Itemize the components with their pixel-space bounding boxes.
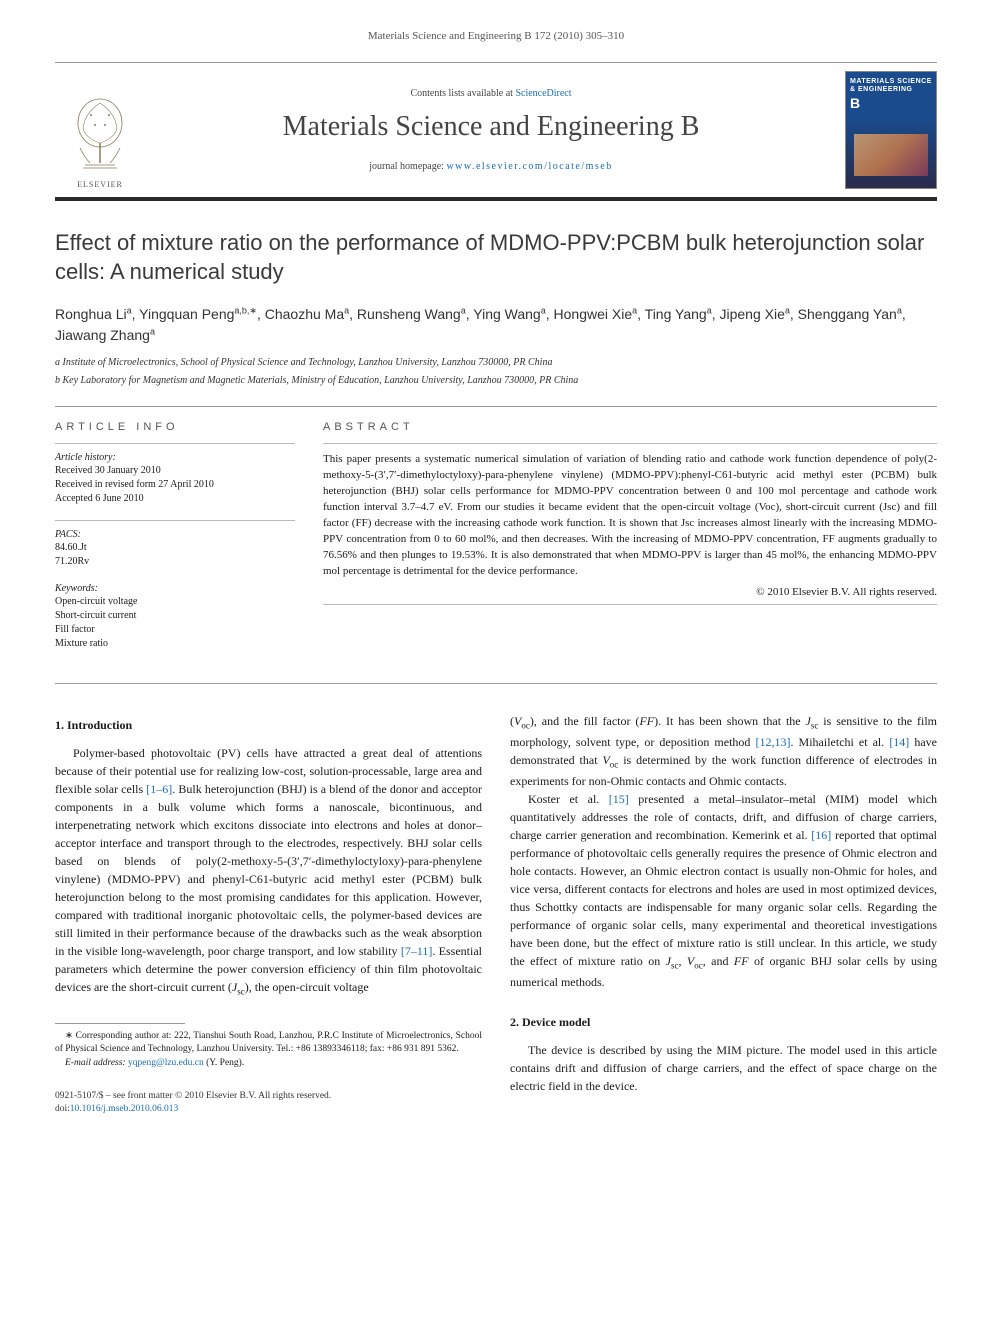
- journal-name: Materials Science and Engineering B: [283, 111, 700, 143]
- section-divider: [55, 683, 937, 684]
- keyword-4: Mixture ratio: [55, 637, 295, 651]
- abstract-text: This paper presents a systematic numeric…: [323, 452, 937, 580]
- cover-graphic: [854, 134, 928, 176]
- pacs-label: PACS:: [55, 529, 295, 540]
- section-2-heading: 2. Device model: [510, 1013, 937, 1031]
- sciencedirect-link[interactable]: ScienceDirect: [515, 88, 571, 99]
- footnote-separator: [55, 1023, 185, 1024]
- info-rule: [323, 443, 937, 444]
- publisher-name: ELSEVIER: [65, 180, 135, 189]
- intro-paragraph-1: Polymer-based photovoltaic (PV) cells ha…: [55, 744, 482, 999]
- homepage-url[interactable]: www.elsevier.com/locate/mseb: [446, 161, 612, 172]
- author-list: Ronghua Lia, Yingquan Penga,b,∗, Chaozhu…: [55, 304, 937, 346]
- doi-link[interactable]: 10.1016/j.mseb.2010.06.013: [70, 1104, 178, 1114]
- body-column-right: (Voc), and the fill factor (FF). It has …: [510, 712, 937, 1116]
- section-1-heading: 1. Introduction: [55, 716, 482, 734]
- corresponding-author-footnote: ∗ Corresponding author at: 222, Tianshui…: [55, 1030, 482, 1057]
- abstract-heading: ABSTRACT: [323, 421, 937, 433]
- email-address[interactable]: yqpeng@lzu.edu.cn: [128, 1058, 204, 1068]
- keywords-label: Keywords:: [55, 583, 295, 594]
- homepage-label: journal homepage:: [369, 161, 446, 172]
- affiliation-b: b Key Laboratory for Magnetism and Magne…: [55, 374, 937, 388]
- section-divider: [55, 406, 937, 407]
- info-rule: [55, 443, 295, 444]
- cover-series-letter: B: [846, 95, 936, 111]
- intro-paragraph-3: Koster et al. [15] presented a metal–ins…: [510, 790, 937, 991]
- pacs-1: 84.60.Jt: [55, 541, 295, 555]
- email-label: E-mail address:: [65, 1058, 128, 1068]
- email-who: (Y. Peng).: [204, 1058, 244, 1068]
- history-line-3: Accepted 6 June 2010: [55, 492, 295, 506]
- email-footnote: E-mail address: yqpeng@lzu.edu.cn (Y. Pe…: [55, 1057, 482, 1070]
- keyword-1: Open-circuit voltage: [55, 595, 295, 609]
- footer-block: 0921-5107/$ – see front matter © 2010 El…: [55, 1090, 482, 1117]
- cover-title: MATERIALS SCIENCE & ENGINEERING: [846, 72, 936, 95]
- keyword-2: Short-circuit current: [55, 609, 295, 623]
- doi-label: doi:: [55, 1104, 70, 1114]
- running-header: Materials Science and Engineering B 172 …: [55, 30, 937, 42]
- elsevier-tree-icon: [65, 93, 135, 178]
- article-info-heading: ARTICLE INFO: [55, 421, 295, 433]
- contents-prefix: Contents lists available at: [410, 88, 515, 99]
- info-rule: [55, 520, 295, 521]
- contents-available-line: Contents lists available at ScienceDirec…: [410, 88, 571, 99]
- history-label: Article history:: [55, 452, 295, 463]
- abstract-column: ABSTRACT This paper presents a systemati…: [323, 421, 937, 665]
- body-column-left: 1. Introduction Polymer-based photovolta…: [55, 712, 482, 1116]
- device-model-paragraph: The device is described by using the MIM…: [510, 1041, 937, 1095]
- body-two-column: 1. Introduction Polymer-based photovolta…: [55, 712, 937, 1116]
- journal-cover-thumbnail: MATERIALS SCIENCE & ENGINEERING B: [845, 71, 937, 189]
- affiliations-block: a Institute of Microelectronics, School …: [55, 356, 937, 388]
- pacs-2: 71.20Rv: [55, 555, 295, 569]
- info-rule: [323, 604, 937, 605]
- homepage-line: journal homepage: www.elsevier.com/locat…: [369, 161, 613, 172]
- article-info-column: ARTICLE INFO Article history: Received 3…: [55, 421, 295, 665]
- journal-masthead: ELSEVIER Contents lists available at Sci…: [55, 62, 937, 201]
- issn-line: 0921-5107/$ – see front matter © 2010 El…: [55, 1090, 482, 1103]
- history-line-1: Received 30 January 2010: [55, 464, 295, 478]
- abstract-copyright: © 2010 Elsevier B.V. All rights reserved…: [323, 586, 937, 598]
- publisher-logo-block: ELSEVIER: [55, 63, 145, 197]
- intro-paragraph-2: (Voc), and the fill factor (FF). It has …: [510, 712, 937, 790]
- history-line-2: Received in revised form 27 April 2010: [55, 478, 295, 492]
- keyword-3: Fill factor: [55, 623, 295, 637]
- affiliation-a: a Institute of Microelectronics, School …: [55, 356, 937, 370]
- article-title: Effect of mixture ratio on the performan…: [55, 229, 937, 286]
